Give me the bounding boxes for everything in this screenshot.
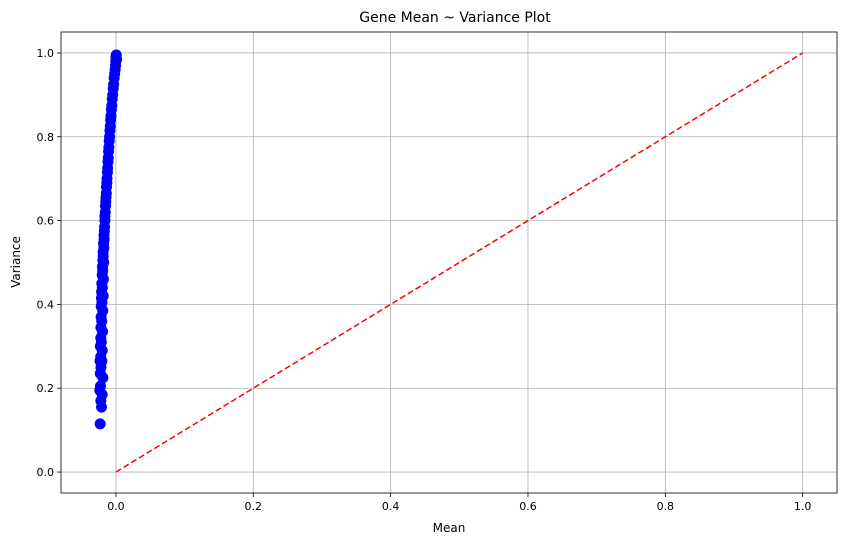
- y-tick-label: 0.2: [37, 382, 55, 395]
- grid: [61, 32, 837, 493]
- plot-frame: [60, 31, 838, 494]
- reference-line: [115, 52, 804, 473]
- x-axis-label: Mean: [433, 521, 466, 535]
- y-tick-label: 0.0: [37, 466, 55, 479]
- x-tick-label: 1.0: [794, 500, 812, 513]
- x-tick-label: 0.6: [519, 500, 537, 513]
- x-tick-label: 0.0: [107, 500, 125, 513]
- y-tick-label: 0.4: [37, 298, 55, 311]
- x-tick-label: 0.4: [382, 500, 400, 513]
- scatter-point: [111, 53, 123, 65]
- scatter-point: [94, 418, 106, 430]
- reference-line-layer: [115, 52, 804, 473]
- y-tick-label: 0.6: [37, 215, 55, 228]
- x-axis-ticks: 0.0 0.2 0.4 0.6 0.8 1.0: [107, 493, 811, 513]
- chart-title: Gene Mean ~ Variance Plot: [359, 10, 551, 26]
- x-tick-label: 0.8: [657, 500, 675, 513]
- y-tick-label: 0.8: [37, 131, 55, 144]
- scatter-points: [94, 49, 123, 430]
- y-axis-label: Variance: [9, 236, 23, 288]
- y-axis-ticks: 0.0 0.2 0.4 0.6 0.8 1.0: [37, 47, 61, 479]
- y-tick-label: 1.0: [37, 47, 55, 60]
- x-tick-label: 0.2: [245, 500, 263, 513]
- scatter-point: [94, 380, 106, 392]
